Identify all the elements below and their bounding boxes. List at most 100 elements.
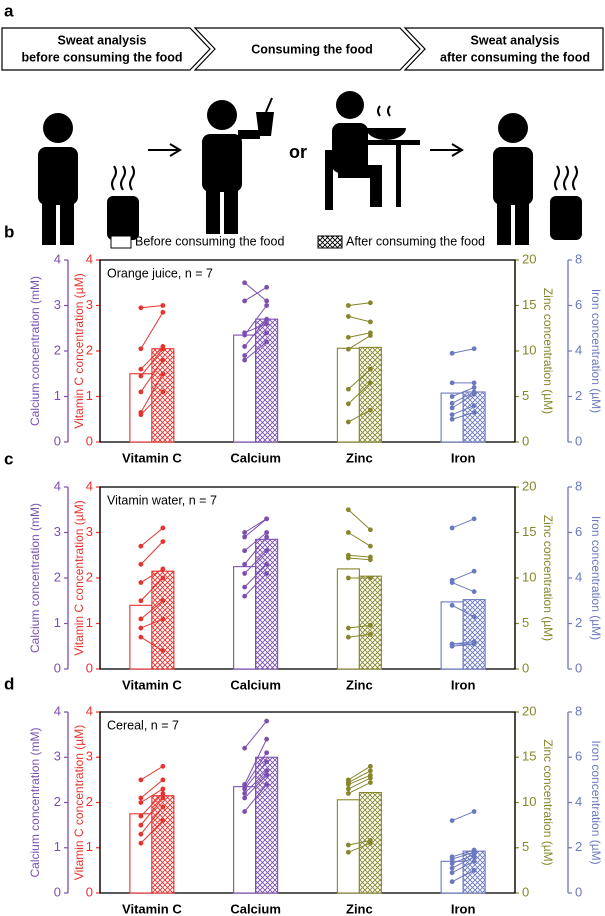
axis-label: Calcium concentration (mM) [28,503,42,653]
data-point [242,344,247,349]
y-tick-label: 4 [54,703,61,718]
data-point [346,843,351,848]
data-point [368,576,373,581]
data-point [242,562,247,567]
bar [152,349,174,442]
y-tick-label: 6 [575,749,582,764]
data-point [264,773,269,778]
y-tick-label: 2 [54,794,61,809]
y-tick-label: 3 [54,749,61,764]
data-point [346,791,351,796]
y-tick-label: 10 [522,569,536,584]
pair-line [245,721,267,748]
data-point [472,569,477,574]
y-tick-label: 0 [54,433,61,448]
y-tick-label: 0 [522,884,529,899]
arrow [148,144,180,156]
panel-letter: b [4,222,14,241]
data-point [472,614,477,619]
food-jar-icon [107,166,139,240]
pair-line [141,306,163,308]
y-tick-label: 20 [522,703,536,718]
data-point [346,850,351,855]
data-point [450,351,455,356]
data-point [450,879,455,884]
data-point [450,401,455,406]
data-point [368,841,373,846]
pair-line [141,528,163,546]
data-point [472,859,477,864]
step-text: before consuming the food [21,50,182,64]
data-point [138,367,143,372]
data-point [450,603,455,608]
pair-line [348,303,370,306]
data-point [472,380,477,385]
bar [463,600,485,669]
data-point [264,548,269,553]
data-point [138,800,143,805]
y-tick-label: 3 [86,297,93,312]
y-tick-label: 5 [522,839,529,854]
y-tick-label: 1 [54,388,61,403]
data-point [242,796,247,801]
food-jar-icon [550,166,582,240]
data-point [264,303,269,308]
data-point [138,562,143,567]
axis-label: Zinc concentration (µM) [541,739,555,865]
y-tick-label: 2 [575,388,582,403]
panel-letter: d [4,674,14,693]
y-tick-label: 0 [54,884,61,899]
x-tick-label: Iron [451,450,476,465]
data-point [450,412,455,417]
chart-title: Cereal, n = 7 [107,718,179,732]
axis-label: Zinc concentration (µM) [541,288,555,414]
person-icon [325,91,420,210]
y-tick-label: 0 [86,433,93,448]
y-tick-label: 0 [86,884,93,899]
bar [130,374,152,442]
data-point [242,585,247,590]
y-tick-label: 2 [575,839,582,854]
x-tick-label: Vitamin C [122,901,182,916]
person-icon [493,113,533,245]
pair-line [245,519,267,537]
y-tick-label: 6 [575,297,582,312]
y-tick-label: 15 [522,749,536,764]
data-point [368,300,373,305]
y-tick-label: 10 [522,794,536,809]
x-tick-label: Vitamin C [122,677,182,692]
data-point [264,768,269,773]
pair-line [452,571,474,580]
data-point [368,367,373,372]
axis-label: Vitamin C concentration (µM) [72,500,86,655]
bar [359,347,381,442]
bar [234,567,256,669]
legend-label: Before consuming the food [135,234,284,248]
data-point [160,787,165,792]
data-point [242,299,247,304]
y-tick-label: 6 [575,524,582,539]
data-point [160,791,165,796]
data-point [138,598,143,603]
pair-line [348,558,370,560]
y-tick-label: 0 [86,660,93,675]
data-point [160,617,165,622]
data-point [472,589,477,594]
data-point [138,823,143,828]
y-tick-label: 20 [522,251,536,266]
data-point [346,626,351,631]
data-point [472,516,477,521]
x-tick-label: Zinc [346,677,373,692]
bar [337,569,359,669]
data-point [346,782,351,787]
data-point [472,809,477,814]
y-tick-label: 2 [575,615,582,630]
data-point [242,535,247,540]
x-tick-label: Calcium [230,677,281,692]
data-point [368,544,373,549]
axis-label: Zinc concentration (µM) [541,515,555,641]
data-point [264,535,269,540]
y-tick-label: 15 [522,524,536,539]
pair-line [348,333,370,338]
data-point [450,580,455,585]
